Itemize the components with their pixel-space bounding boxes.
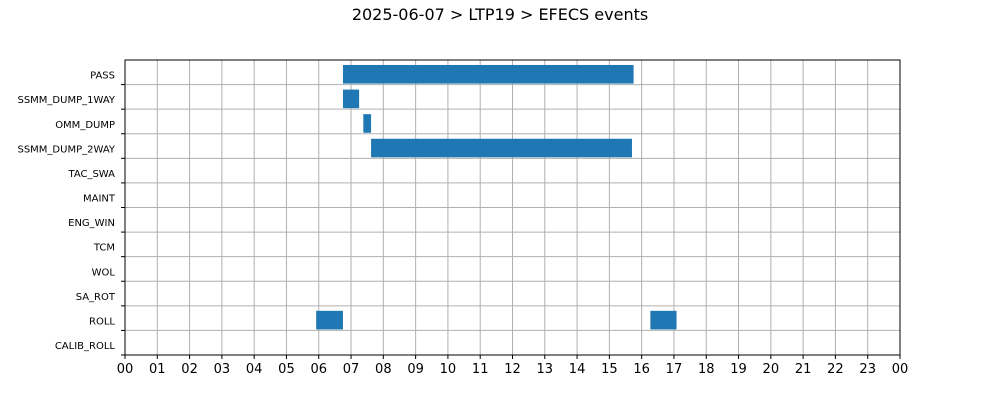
y-tick-label-calib-roll: CALIB_ROLL (55, 341, 116, 352)
y-tick-label-pass: PASS (90, 71, 115, 82)
y-tick-label-roll: ROLL (89, 316, 115, 327)
x-tick-label: 21 (795, 362, 812, 377)
y-tick-label-ssmm-dump-2way: SSMM_DUMP_2WAY (17, 144, 115, 155)
y-tick-label-sa-rot: SA_ROT (76, 292, 116, 303)
x-tick-label: 00 (892, 362, 909, 377)
y-tick-label-ssmm-dump-1way: SSMM_DUMP_1WAY (17, 95, 115, 106)
event-bar-ssmm-dump-2way (371, 138, 632, 158)
x-tick-label: 23 (859, 362, 876, 377)
x-tick-label: 11 (472, 362, 489, 377)
x-tick-label: 14 (569, 362, 586, 377)
x-tick-label: 22 (827, 362, 844, 377)
x-tick-label: 10 (440, 362, 457, 377)
event-bar-roll (650, 310, 677, 330)
x-tick-label: 18 (698, 362, 715, 377)
event-bar-omm-dump (363, 114, 372, 133)
x-tick-label: 19 (730, 362, 747, 377)
y-tick-label-wol: WOL (92, 267, 116, 278)
event-bar-roll (316, 310, 343, 330)
x-tick-label: 16 (633, 362, 650, 377)
x-tick-label: 02 (181, 362, 198, 377)
y-tick-label-omm-dump: OMM_DUMP (55, 120, 115, 131)
y-tick-label-tcm: TCM (93, 243, 115, 254)
event-bar-pass (342, 65, 634, 84)
x-tick-label: 06 (310, 362, 327, 377)
x-tick-label: 03 (214, 362, 231, 377)
x-tick-label: 13 (537, 362, 554, 377)
chart-title: 2025-06-07 > LTP19 > EFECS events (351, 5, 649, 24)
x-tick-label: 15 (601, 362, 618, 377)
y-tick-label-maint: MAINT (83, 194, 116, 205)
y-tick-label-tac-swa: TAC_SWA (67, 169, 115, 180)
x-tick-label: 01 (149, 362, 166, 377)
x-tick-label: 08 (375, 362, 392, 377)
x-tick-label: 00 (117, 362, 134, 377)
event-bar-ssmm-dump-1way (342, 89, 360, 109)
x-tick-label: 09 (407, 362, 424, 377)
x-tick-label: 04 (246, 362, 263, 377)
x-tick-label: 12 (504, 362, 521, 377)
x-tick-label: 20 (763, 362, 780, 377)
x-tick-label: 17 (666, 362, 683, 377)
x-tick-label: 05 (278, 362, 295, 377)
x-tick-label: 07 (343, 362, 360, 377)
y-tick-label-eng-win: ENG_WIN (68, 218, 115, 229)
